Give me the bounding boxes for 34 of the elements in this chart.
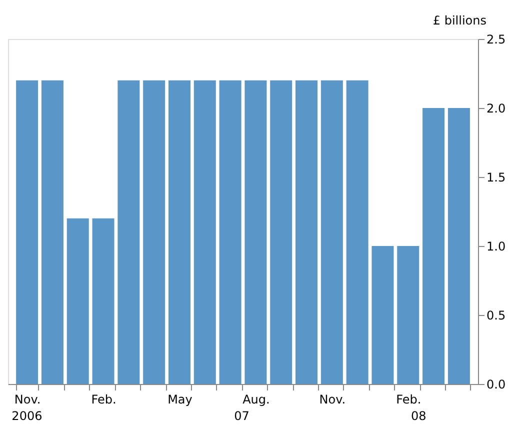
y-axis-title: £ billions [432,14,486,28]
bar [244,80,267,384]
bar [448,108,470,384]
bar [422,108,445,384]
bar [397,246,420,384]
text: 2006 [12,409,42,423]
x-tick-label: Feb. [91,392,116,406]
text: 08 [410,409,426,423]
bar [92,218,114,384]
bar [118,80,140,384]
bar [270,80,292,384]
bar [320,80,343,384]
y-tick-label: 2.0 [486,102,506,116]
text: 07 [234,409,250,423]
bar [168,80,190,384]
bar [194,80,216,384]
bar [143,80,166,384]
x-tick-label: Nov. [14,392,41,406]
bar [66,218,89,384]
x-tick-label: Aug. [242,392,270,406]
y-tick-label: 0.5 [486,308,506,322]
bar [219,80,242,384]
bar [296,80,318,384]
y-tick-label: 1.0 [486,240,506,254]
bar [372,246,394,384]
x-tick-label: May [168,392,192,406]
bar [346,80,368,384]
y-tick-label: 0.0 [486,378,506,392]
bar [16,80,38,384]
x-tick-label: Nov. [319,392,346,406]
y-tick-label: 1.5 [486,170,506,184]
bar [41,80,64,384]
x-tick-label: Feb. [396,392,422,406]
y-tick-label: 2.5 [486,32,506,46]
